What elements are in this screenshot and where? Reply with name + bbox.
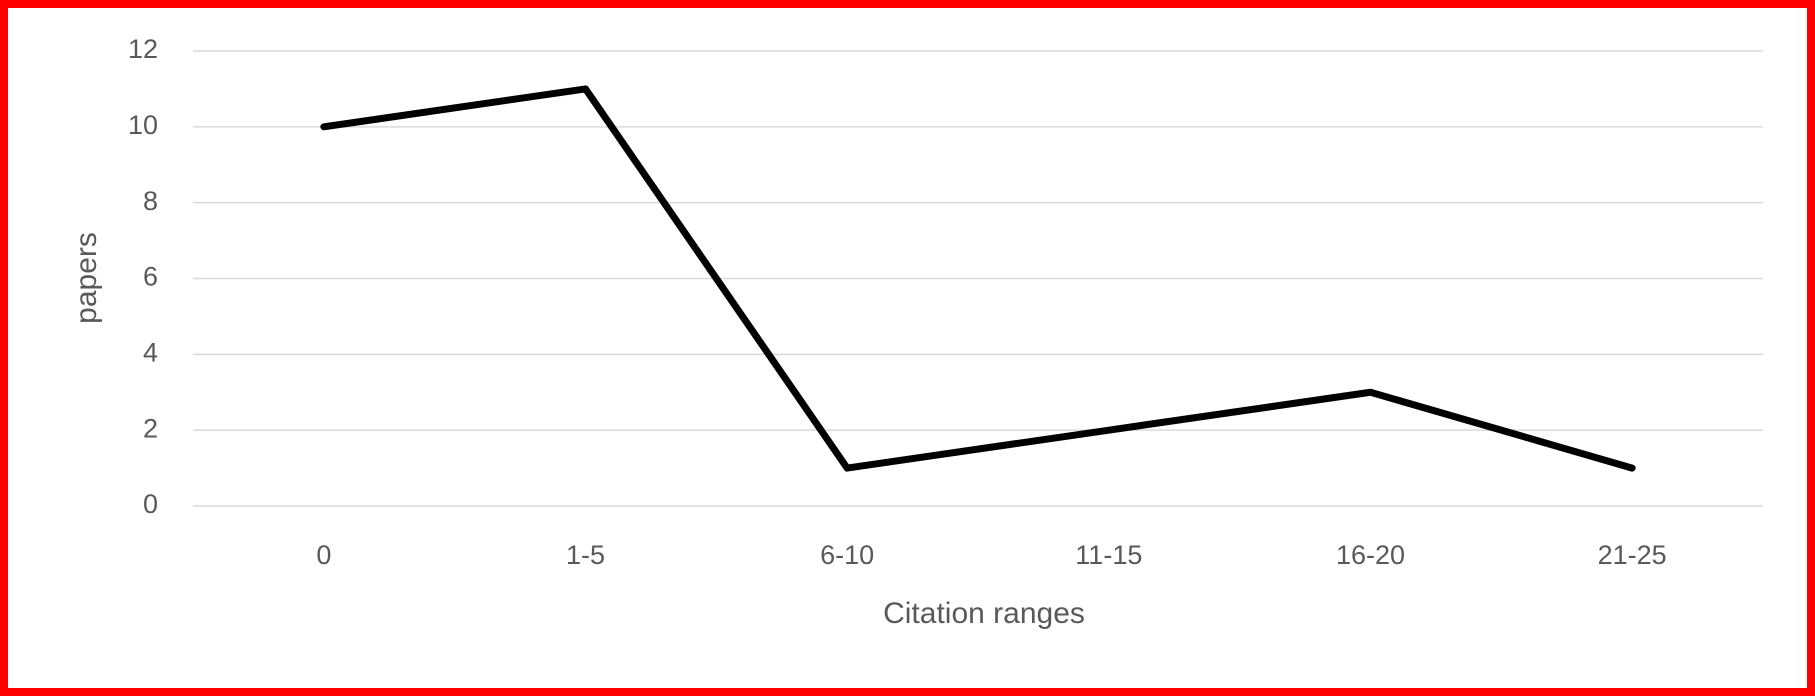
y-tick-label: 0	[143, 489, 158, 519]
x-tick-label: 11-15	[1075, 540, 1142, 570]
x-axis-title: Citation ranges	[883, 597, 1085, 630]
y-axis-title: papers	[70, 232, 103, 324]
y-tick-label: 6	[143, 262, 158, 292]
x-tick-label: 16-20	[1336, 540, 1405, 570]
y-tick-label: 8	[143, 186, 158, 216]
line	[320, 85, 1636, 472]
x-tick-label: 21-25	[1598, 540, 1667, 570]
x-tick-label: 6-10	[820, 540, 874, 570]
y-tick-label: 2	[143, 413, 158, 443]
y-tick-label: 10	[128, 110, 158, 140]
x-tick-label: 1-5	[566, 540, 605, 570]
x-tick-label: 0	[316, 540, 331, 570]
y-tick-label: 12	[128, 34, 158, 64]
y-tick-label: 4	[143, 337, 158, 367]
